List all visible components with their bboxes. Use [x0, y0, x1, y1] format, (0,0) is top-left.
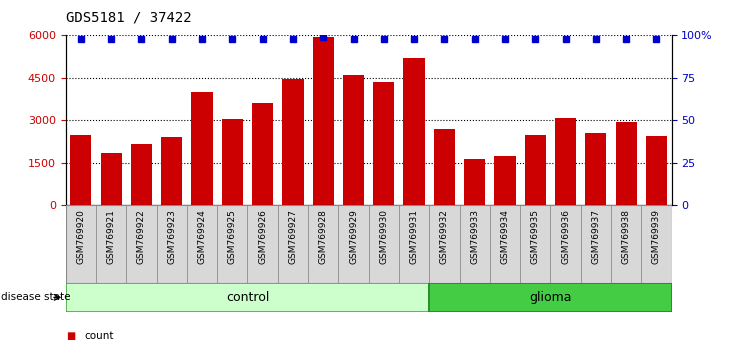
- Text: GSM769936: GSM769936: [561, 209, 570, 264]
- Text: GSM769935: GSM769935: [531, 209, 539, 264]
- Text: GSM769922: GSM769922: [137, 209, 146, 264]
- Bar: [222, 119, 243, 205]
- Bar: [101, 153, 122, 205]
- Bar: [161, 137, 182, 205]
- Bar: [218, 205, 247, 283]
- Text: GSM769928: GSM769928: [319, 209, 328, 264]
- Bar: [369, 205, 399, 283]
- Bar: [96, 205, 126, 283]
- Bar: [191, 92, 212, 205]
- Text: glioma: glioma: [529, 291, 572, 304]
- Bar: [490, 205, 520, 283]
- Bar: [404, 58, 425, 205]
- Text: GSM769939: GSM769939: [652, 209, 661, 264]
- Bar: [615, 122, 637, 205]
- Bar: [252, 103, 273, 205]
- Text: disease state: disease state: [1, 292, 70, 302]
- Bar: [555, 118, 576, 205]
- Bar: [312, 37, 334, 205]
- Bar: [520, 205, 550, 283]
- Bar: [460, 205, 490, 283]
- Bar: [283, 79, 304, 205]
- Bar: [373, 82, 394, 205]
- Bar: [157, 205, 187, 283]
- Text: GSM769920: GSM769920: [77, 209, 85, 264]
- Bar: [585, 133, 607, 205]
- Bar: [343, 75, 364, 205]
- Bar: [131, 144, 152, 205]
- Bar: [611, 205, 641, 283]
- Bar: [66, 205, 96, 283]
- Bar: [494, 156, 515, 205]
- Text: GSM769938: GSM769938: [622, 209, 631, 264]
- Text: GSM769931: GSM769931: [410, 209, 418, 264]
- Bar: [339, 205, 369, 283]
- Bar: [429, 283, 672, 312]
- Text: GSM769930: GSM769930: [380, 209, 388, 264]
- Bar: [277, 205, 308, 283]
- Bar: [399, 205, 429, 283]
- Text: count: count: [84, 331, 113, 341]
- Text: GSM769933: GSM769933: [470, 209, 479, 264]
- Text: GSM769923: GSM769923: [167, 209, 176, 264]
- Bar: [464, 159, 485, 205]
- Bar: [525, 135, 546, 205]
- Text: GSM769937: GSM769937: [591, 209, 600, 264]
- Text: GSM769925: GSM769925: [228, 209, 237, 264]
- Text: GSM769927: GSM769927: [288, 209, 297, 264]
- Bar: [550, 205, 581, 283]
- Text: ■: ■: [66, 331, 75, 341]
- Bar: [247, 205, 277, 283]
- Text: GSM769921: GSM769921: [107, 209, 115, 264]
- Text: GSM769926: GSM769926: [258, 209, 267, 264]
- Bar: [66, 283, 429, 312]
- Text: GSM769929: GSM769929: [349, 209, 358, 264]
- Bar: [308, 205, 339, 283]
- Bar: [126, 205, 156, 283]
- Text: GSM769924: GSM769924: [198, 209, 207, 264]
- Text: GDS5181 / 37422: GDS5181 / 37422: [66, 11, 191, 25]
- Bar: [641, 205, 672, 283]
- Bar: [187, 205, 218, 283]
- Bar: [70, 135, 91, 205]
- Bar: [646, 136, 667, 205]
- Text: GSM769934: GSM769934: [501, 209, 510, 264]
- Text: GSM769932: GSM769932: [440, 209, 449, 264]
- Bar: [581, 205, 611, 283]
- Bar: [434, 129, 455, 205]
- Text: control: control: [226, 291, 269, 304]
- Bar: [429, 205, 460, 283]
